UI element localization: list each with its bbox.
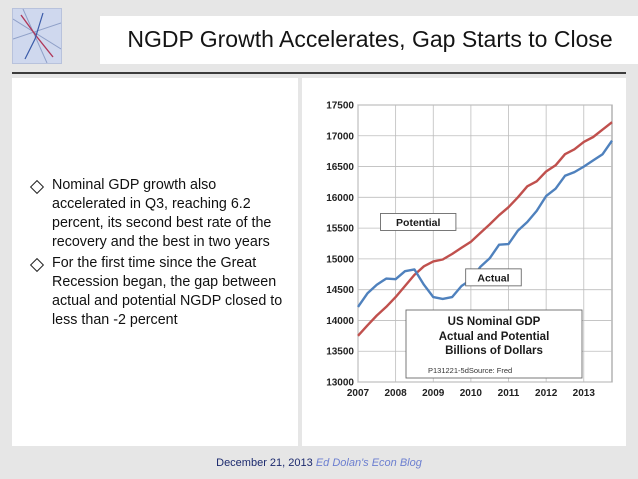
y-tick-label: 17000: [326, 131, 354, 142]
bullet-text: For the first time since the Great Reces…: [52, 255, 283, 328]
bullet-item: For the first time since the Great Reces…: [22, 254, 294, 330]
chart-title-box: [405, 309, 583, 379]
y-tick-label: 16500: [326, 162, 354, 173]
x-tick-label: 2013: [573, 388, 596, 399]
chart-subtitle: Actual and Potential: [439, 331, 550, 343]
chart-title: US Nominal GDP: [448, 316, 541, 328]
y-tick-label: 15500: [326, 224, 354, 235]
blog-logo: [12, 8, 62, 64]
annotation-label-potential: Potential: [396, 217, 440, 229]
series-line-potential: [357, 121, 613, 337]
y-tick-label: 15000: [326, 254, 354, 265]
y-tick-label: 13500: [326, 347, 354, 358]
series-line-actual: [357, 140, 613, 308]
x-tick-label: 2012: [535, 388, 558, 399]
diamond-bullet-icon: [22, 254, 52, 273]
y-tick-label: 14500: [326, 285, 354, 296]
logo-graphic: [13, 9, 61, 63]
title-divider: [12, 72, 626, 74]
y-tick-label: 16000: [326, 193, 354, 204]
annotation-box: [380, 213, 457, 231]
y-tick-label: 14000: [326, 316, 354, 327]
text-panel: [12, 78, 298, 446]
x-tick-label: 2008: [385, 388, 408, 399]
diamond-bullet-icon: [22, 176, 52, 195]
x-tick-label: 2007: [347, 388, 370, 399]
bullet-list: Nominal GDP growth also accelerated in Q…: [22, 176, 294, 332]
footer-blog: Ed Dolan's Econ Blog: [315, 457, 422, 469]
x-tick-label: 2011: [498, 388, 520, 399]
x-tick-label: 2010: [460, 388, 483, 399]
chart-source: P131221-5dSource: Fred: [428, 366, 512, 375]
slide-title: NGDP Growth Accelerates, Gap Starts to C…: [127, 26, 613, 52]
annotation-box: [465, 268, 522, 287]
chart-subtitle: Billions of Dollars: [445, 345, 543, 357]
bullet-item: Nominal GDP growth also accelerated in Q…: [22, 176, 294, 252]
y-tick-label: 17500: [326, 101, 354, 112]
y-tick-label: 13000: [326, 378, 354, 389]
bullet-text: Nominal GDP growth also accelerated in Q…: [52, 177, 272, 250]
footer-date: December 21, 2013: [216, 457, 313, 469]
ngdp-chart: 13000 13500 14000 14500 15000 15500 16000 16500…: [326, 101, 613, 399]
x-tick-label: 2009: [422, 388, 445, 399]
annotation-label-actual: Actual: [477, 272, 509, 284]
footer: December 21, 2013 Ed Dolan's Econ Blog: [0, 457, 638, 469]
title-band: [100, 16, 638, 64]
